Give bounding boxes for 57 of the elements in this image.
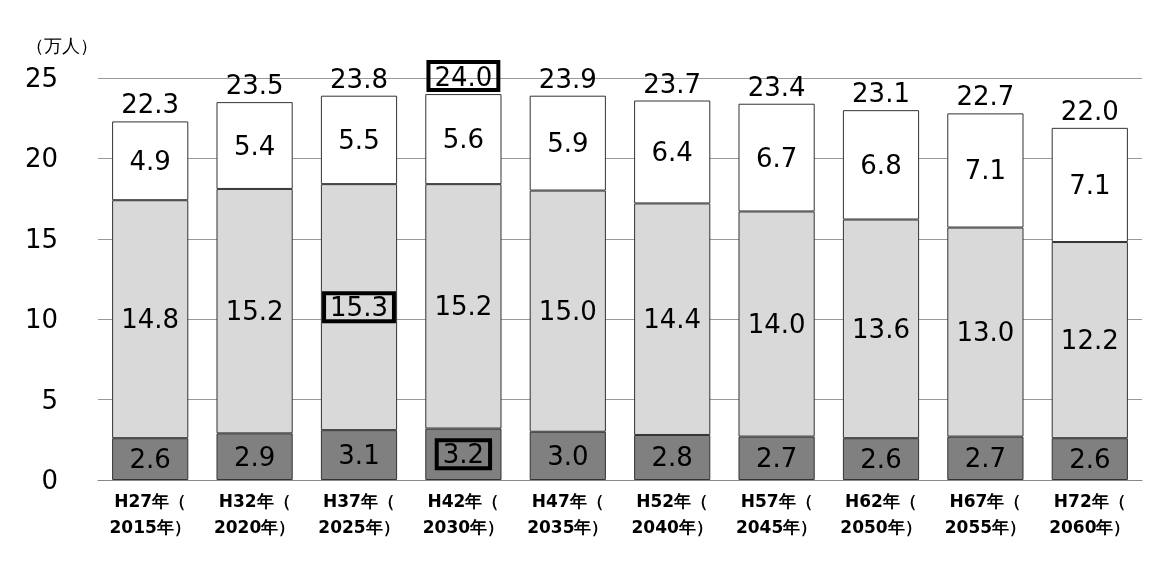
total-label: 23.9 [538, 63, 597, 94]
data-label: 15.2 [434, 291, 493, 322]
data-label: 13.0 [956, 317, 1015, 348]
data-label: 7.1 [964, 155, 1007, 186]
total-label: 22.3 [121, 89, 180, 120]
y-tick-label: 25 [24, 63, 58, 93]
data-label: 12.2 [1060, 325, 1119, 356]
total-label: 22.7 [956, 81, 1015, 112]
y-tick-label: 5 [41, 384, 58, 415]
data-label: 15.0 [538, 296, 597, 327]
x-tick-label: H47年（2035年） [527, 491, 609, 537]
data-label: 2.6 [1069, 444, 1111, 475]
x-tick-label: H37年（2025年） [318, 491, 400, 537]
x-tick-label: H62年（2050年） [840, 491, 922, 537]
total-label: 23.5 [225, 70, 284, 101]
total-label: 23.1 [852, 78, 910, 109]
x-tick-label: H67年（2055年） [944, 491, 1027, 537]
x-tick-label: H57年（2045年） [735, 491, 818, 537]
data-label: 2.8 [651, 442, 693, 473]
x-tick-label: H32年（2020年） [213, 491, 296, 537]
y-tick-label: 10 [24, 304, 58, 335]
data-label: 6.8 [860, 149, 902, 180]
data-label: 6.4 [651, 136, 693, 167]
data-label: 2.9 [233, 441, 276, 472]
data-label: 2.7 [964, 443, 1007, 474]
total-label: 24.0 [434, 62, 493, 93]
y-tick-label: 15 [24, 223, 58, 254]
data-label: 5.6 [442, 124, 485, 155]
data-label: 14.8 [121, 304, 180, 335]
y-tick-label: 20 [24, 143, 58, 174]
total-label: 23.4 [747, 71, 806, 102]
data-label: 2.6 [860, 444, 902, 475]
x-tick-label: H42年（2030年） [422, 491, 505, 537]
data-label: 7.1 [1069, 169, 1111, 200]
data-label: 2.6 [129, 444, 171, 475]
y-axis-title: （万人） [26, 34, 98, 56]
x-tick-label: H27年（2015年） [109, 491, 191, 537]
y-tick-label: 0 [41, 465, 58, 495]
data-label: 3.2 [442, 439, 485, 470]
data-label: 6.7 [755, 142, 798, 173]
data-label: 13.6 [852, 313, 910, 344]
data-label: 3.0 [547, 440, 589, 471]
total-label: 22.0 [1060, 95, 1119, 126]
data-label: 4.9 [129, 145, 171, 176]
data-label: 2.7 [755, 443, 798, 474]
x-tick-label: H52年（2040年） [631, 491, 713, 537]
data-label: 5.4 [233, 130, 276, 161]
data-label: 3.1 [338, 440, 380, 471]
total-label: 23.7 [643, 68, 702, 99]
x-tick-label: H72年（2060年） [1049, 491, 1131, 537]
total-label: 23.8 [330, 63, 388, 94]
data-label: 5.5 [338, 124, 380, 155]
data-label: 14.4 [643, 304, 702, 335]
data-label: 5.9 [547, 128, 589, 159]
data-label: 15.3 [330, 292, 388, 323]
data-label: 14.0 [747, 309, 806, 340]
data-label: 15.2 [225, 296, 284, 327]
